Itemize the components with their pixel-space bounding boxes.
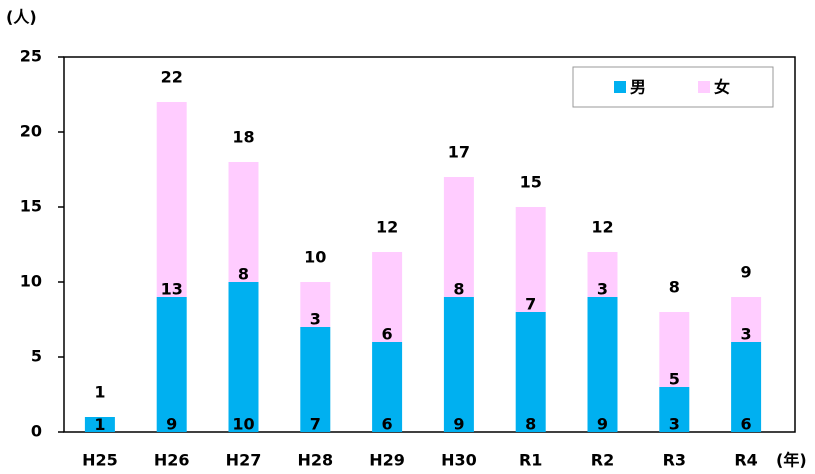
x-tick-label: R1 <box>519 451 542 470</box>
legend-marker <box>698 81 710 93</box>
bar-segment <box>587 297 618 432</box>
bar-segment <box>156 102 187 297</box>
data-label: 1 <box>94 415 105 434</box>
legend-box <box>572 66 774 108</box>
bar-segment <box>515 207 546 312</box>
y-tick-label: 0 <box>31 422 42 441</box>
bar-segment <box>659 312 690 387</box>
data-label: 5 <box>669 370 680 389</box>
total-label: 1 <box>94 383 105 402</box>
bar-segment <box>372 252 403 342</box>
bar-segment <box>443 177 474 297</box>
bar-segment <box>372 342 403 432</box>
data-label: 13 <box>161 280 183 299</box>
data-label: 7 <box>310 415 321 434</box>
data-label: 9 <box>597 415 608 434</box>
x-tick-label: R3 <box>663 451 686 470</box>
y-tick-label: 25 <box>20 47 42 66</box>
total-label: 10 <box>304 248 326 267</box>
total-label: 17 <box>448 143 470 162</box>
data-label: 3 <box>597 280 608 299</box>
x-tick-label: H27 <box>226 451 262 470</box>
total-label: 8 <box>669 278 680 297</box>
data-label: 8 <box>525 415 536 434</box>
y-axis-label: (人) <box>6 8 37 27</box>
x-tick-label: H25 <box>82 451 118 470</box>
data-label: 9 <box>166 415 177 434</box>
bar-segment <box>443 297 474 432</box>
bar-segment <box>659 387 690 432</box>
data-label: 8 <box>453 280 464 299</box>
x-tick-label: H30 <box>441 451 477 470</box>
total-label: 15 <box>520 173 542 192</box>
x-tick-label: H26 <box>154 451 190 470</box>
data-label: 9 <box>453 415 464 434</box>
bar-segment <box>228 162 259 282</box>
x-tick-label: R4 <box>734 451 757 470</box>
data-label: 8 <box>238 265 249 284</box>
y-tick-label: 15 <box>20 197 42 216</box>
bar-segment <box>156 297 187 432</box>
bar-segment <box>84 417 115 432</box>
x-tick-label: H28 <box>297 451 333 470</box>
data-label: 6 <box>741 415 752 434</box>
x-tick-label: R2 <box>591 451 614 470</box>
data-label: 3 <box>310 310 321 329</box>
bar-segment <box>300 327 331 432</box>
y-tick-label: 10 <box>20 272 42 291</box>
data-label: 3 <box>741 325 752 344</box>
bar-segment <box>515 312 546 432</box>
total-label: 22 <box>161 68 183 87</box>
total-label: 9 <box>741 263 752 282</box>
legend-marker <box>614 81 626 93</box>
data-label: 6 <box>382 415 393 434</box>
total-label: 12 <box>591 218 613 237</box>
bar-segment <box>587 252 618 297</box>
legend-label: 男 <box>630 78 646 97</box>
data-label: 6 <box>382 325 393 344</box>
data-label: 7 <box>525 295 536 314</box>
y-tick-label: 20 <box>20 122 42 141</box>
bar-segment <box>731 297 762 342</box>
bar-segment <box>300 282 331 327</box>
data-label: 10 <box>232 415 254 434</box>
total-label: 12 <box>376 218 398 237</box>
legend-label: 女 <box>714 78 730 97</box>
bar-segment <box>731 342 762 432</box>
x-axis-label: (年) <box>776 451 807 470</box>
y-tick-label: 5 <box>31 347 42 366</box>
plot-frame <box>63 56 796 433</box>
total-label: 18 <box>232 128 254 147</box>
data-label: 3 <box>669 415 680 434</box>
x-tick-label: H29 <box>369 451 405 470</box>
bar-segment <box>228 282 259 432</box>
